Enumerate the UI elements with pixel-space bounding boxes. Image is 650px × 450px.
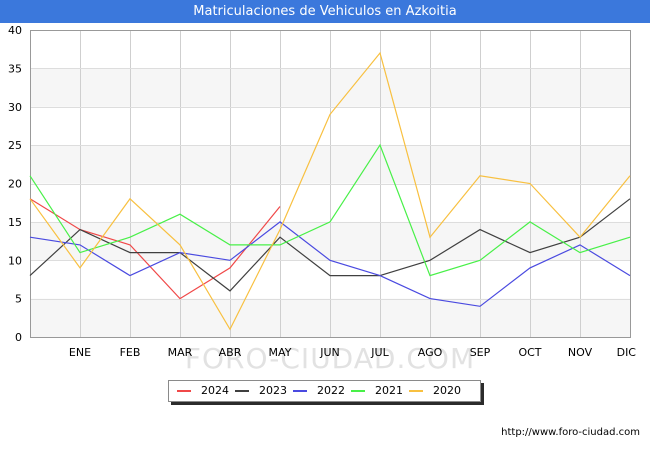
legend-label: 2022 [317,384,345,397]
x-tick-label: OCT [518,346,541,359]
legend-label: 2023 [259,384,287,397]
legend-label: 2021 [375,384,403,397]
y-tick-label: 35 [8,62,22,75]
legend-swatch-2022 [293,390,307,392]
y-tick-label: 40 [8,24,22,37]
plot-frame [30,30,631,338]
series-line-2020 [29,51,631,331]
y-tick-label: 15 [8,216,22,229]
x-tick-label: DIC [617,346,637,359]
x-tick-label: MAR [168,346,193,359]
x-tick-label: ENE [69,346,91,359]
series-line-2023 [29,198,631,292]
series-line-2021 [29,143,631,277]
source-link[interactable]: http://www.foro-ciudad.com [501,427,640,438]
series-line-2024 [29,198,281,300]
x-tick-label: FEB [120,346,141,359]
x-tick-label: NOV [568,346,593,359]
series-line-2022 [29,221,631,307]
legend-swatch-2021 [351,390,365,392]
y-tick-label: 30 [8,101,22,114]
x-tick-label: JUL [370,346,389,359]
legend-label: 2020 [433,384,461,397]
x-tick-label: ABR [219,346,242,359]
legend-label: 2024 [201,384,229,397]
chart-title: Matriculaciones de Vehiculos en Azkoitia [0,0,650,23]
x-tick-label: MAY [269,346,292,359]
legend: 2024 2023 2022 2021 2020 [168,380,481,402]
y-tick-label: 5 [15,293,22,306]
y-tick-label: 25 [8,139,22,152]
legend-swatch-2023 [235,390,249,392]
x-tick-label: JUN [319,346,340,359]
y-tick-label: 10 [8,254,22,267]
x-tick-label: AGO [418,346,443,359]
y-tick-label: 20 [8,178,22,191]
legend-swatch-2020 [409,390,423,392]
legend-swatch-2024 [177,390,191,392]
watermark: FORO-CIUDAD.COM [185,342,475,375]
y-tick-label: 0 [15,331,22,344]
x-tick-label: SEP [470,346,491,359]
